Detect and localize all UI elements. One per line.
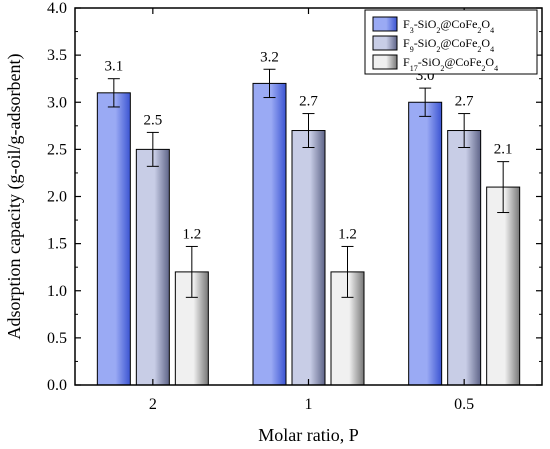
legend-label-part: 4 xyxy=(490,45,494,54)
y-tick-label: 4.0 xyxy=(47,0,67,17)
x-axis-title: Molar ratio, P xyxy=(258,425,359,445)
x-tick-label: 0.5 xyxy=(454,396,474,413)
legend-label: F3-SiO2@CoFe2O4 xyxy=(403,17,494,35)
y-tick-label: 0.0 xyxy=(47,377,67,394)
legend-label-part: F xyxy=(403,55,410,69)
data-label: 1.2 xyxy=(338,226,357,242)
bar xyxy=(447,130,482,386)
legend-label-part: -SiO xyxy=(418,55,441,69)
bar xyxy=(96,92,131,386)
legend-label-part: 4 xyxy=(490,26,494,35)
bar xyxy=(252,82,287,386)
legend-label-part: 9 xyxy=(410,45,414,54)
y-tick-label: 2.0 xyxy=(47,189,67,206)
legend-label-part: -SiO xyxy=(414,17,437,31)
legend-label-part: 4 xyxy=(494,64,498,73)
y-tick-label: 0.5 xyxy=(47,330,67,347)
legend-label-part: 17 xyxy=(410,64,418,73)
legend-swatch xyxy=(372,54,398,70)
legend-label-part: 2 xyxy=(481,64,485,73)
bar xyxy=(408,101,443,386)
y-tick-label: 1.5 xyxy=(47,236,67,253)
y-tick-label: 1.0 xyxy=(47,283,67,300)
legend-label-part: 2 xyxy=(436,45,440,54)
x-tick-label: 2 xyxy=(149,396,157,413)
legend-label-part: 2 xyxy=(477,26,481,35)
data-label: 2.5 xyxy=(143,112,162,128)
legend-label-part: O xyxy=(481,36,490,50)
legend-label-part: @CoFe xyxy=(440,36,477,50)
legend-label-part: 2 xyxy=(436,26,440,35)
data-label: 2.1 xyxy=(494,142,513,158)
y-axis: 0.0 0.5 1.0 1.5 2.0 2.5 3.0 3.5 4.0 xyxy=(47,0,542,394)
legend-label-part: 2 xyxy=(440,64,444,73)
legend-label: F9-SiO2@CoFe2O4 xyxy=(403,36,494,54)
legend-label-part: O xyxy=(481,17,490,31)
legend-label: F17-SiO2@CoFe2O4 xyxy=(403,55,498,73)
error-bars-layer xyxy=(107,68,510,298)
bar xyxy=(486,186,521,386)
legend-label-part: @CoFe xyxy=(444,55,481,69)
bar xyxy=(291,130,326,386)
data-label: 2.7 xyxy=(299,94,318,110)
y-tick-label: 3.5 xyxy=(47,47,67,64)
x-tick-label: 1 xyxy=(305,396,313,413)
legend-label-part: -SiO xyxy=(414,36,437,50)
y-axis-title: Adsorption capacity (g-oil/g-adsorbent) xyxy=(4,54,25,340)
legend-label-part: 3 xyxy=(410,26,414,35)
legend-label-part: @CoFe xyxy=(440,17,477,31)
legend-swatch xyxy=(372,35,398,51)
legend-label-part: F xyxy=(403,36,410,50)
legend: F3-SiO2@CoFe2O4F9-SiO2@CoFe2O4F17-SiO2@C… xyxy=(364,9,538,75)
legend-label-part: O xyxy=(485,55,494,69)
bar xyxy=(135,148,170,386)
legend-label-part: F xyxy=(403,17,410,31)
legend-label-part: 2 xyxy=(477,45,481,54)
legend-swatch xyxy=(372,16,398,32)
data-label: 3.1 xyxy=(104,59,123,75)
y-tick-label: 2.5 xyxy=(47,141,67,158)
y-tick-label: 3.0 xyxy=(47,94,67,111)
data-label: 1.2 xyxy=(182,226,201,242)
data-label: 2.7 xyxy=(455,94,474,110)
data-label: 3.2 xyxy=(260,49,279,65)
